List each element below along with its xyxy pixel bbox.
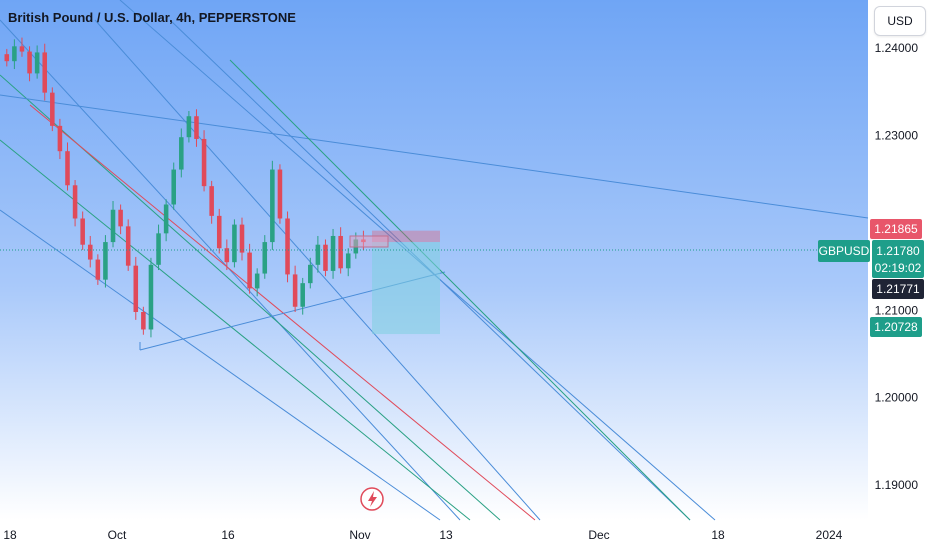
highlight-box[interactable] xyxy=(349,235,389,248)
stop-price-badge: 1.21865 xyxy=(870,219,922,239)
candle-body xyxy=(118,209,123,227)
price-tick-label: 1.23000 xyxy=(875,128,919,142)
candle-body xyxy=(103,242,108,280)
candle-body xyxy=(50,92,55,126)
candle-body xyxy=(216,215,222,249)
candle-body xyxy=(345,253,351,269)
target-price-badge: 1.20728 xyxy=(870,317,922,337)
candle-body xyxy=(308,264,313,284)
last-price-badge: 1.21780 02:19:02 xyxy=(872,240,924,278)
trend-line[interactable] xyxy=(0,139,471,521)
currency-button[interactable]: USD xyxy=(874,6,926,36)
lightning-icon[interactable] xyxy=(360,487,384,511)
candle-body xyxy=(292,274,298,307)
time-tick-label: Dec xyxy=(588,528,609,542)
candle-body xyxy=(270,169,275,243)
candle-body xyxy=(315,244,321,265)
candle-body xyxy=(12,46,17,62)
candle-body xyxy=(42,52,48,93)
candle-body xyxy=(4,54,10,62)
svg-text:1.21771: 1.21771 xyxy=(876,282,920,296)
candle-body xyxy=(72,185,78,219)
candle-body xyxy=(27,51,32,74)
candle-body xyxy=(232,224,237,263)
svg-text:GBPUSD: GBPUSD xyxy=(819,244,870,258)
crosshair-price-badge: 1.21771 xyxy=(872,279,924,299)
trend-line[interactable] xyxy=(229,59,691,521)
time-axis: 18 Oct 16 Nov 13 Dec 18 2024 xyxy=(3,528,842,542)
price-tick-label: 1.19000 xyxy=(875,478,919,492)
candle-body xyxy=(95,259,101,280)
trend-line[interactable] xyxy=(29,104,536,521)
price-tick-label: 1.24000 xyxy=(875,41,919,55)
time-tick-label: Nov xyxy=(349,528,370,542)
candle-body xyxy=(194,116,199,139)
candle-body xyxy=(247,252,252,289)
time-tick-label: 13 xyxy=(439,528,453,542)
time-tick-label: 16 xyxy=(221,528,235,542)
candles-layer xyxy=(4,37,366,338)
candle-body xyxy=(34,52,40,74)
svg-text:1.21780: 1.21780 xyxy=(876,244,920,258)
candle-body xyxy=(338,235,343,269)
candle-body xyxy=(239,224,245,253)
position-target-zone[interactable] xyxy=(372,242,440,335)
candle-body xyxy=(262,242,268,274)
trend-line[interactable] xyxy=(0,94,869,219)
candle-body xyxy=(125,226,131,266)
price-tick-label: 1.20000 xyxy=(875,391,919,405)
candle-body xyxy=(65,151,70,186)
candle-body xyxy=(171,169,176,205)
svg-text:02:19:02: 02:19:02 xyxy=(875,261,922,275)
candle-body xyxy=(19,46,25,52)
position-stop-zone[interactable] xyxy=(372,230,440,243)
candle-body xyxy=(57,125,63,152)
time-tick-label: 18 xyxy=(711,528,725,542)
candle-body xyxy=(330,235,336,271)
time-tick-label: 18 xyxy=(3,528,17,542)
candle-body xyxy=(156,233,161,265)
svg-text:1.21865: 1.21865 xyxy=(874,222,918,236)
candle-body xyxy=(179,137,184,170)
candle-body xyxy=(148,264,154,330)
svg-text:1.20728: 1.20728 xyxy=(874,320,918,334)
symbol-badge: GBPUSD xyxy=(818,240,870,262)
candle-body xyxy=(201,138,207,187)
candle-body xyxy=(110,209,116,243)
candle-body xyxy=(80,218,85,245)
time-scale-area[interactable] xyxy=(0,520,932,550)
candle-body xyxy=(285,218,290,275)
candle-body xyxy=(209,186,214,216)
position-tool-layer xyxy=(349,230,440,335)
price-tick-label: 1.21000 xyxy=(875,303,919,317)
time-tick-label: Oct xyxy=(108,528,127,542)
candle-body xyxy=(224,248,230,263)
candle-body xyxy=(323,244,328,271)
candle-body xyxy=(163,204,169,234)
candle-body xyxy=(87,244,93,260)
trend-line[interactable] xyxy=(0,209,441,521)
candle-body xyxy=(186,116,192,138)
chart-title: British Pound / U.S. Dollar, 4h, PEPPERS… xyxy=(8,10,296,25)
price-axis: 1.24000 1.23000 1.21000 1.20000 1.19000 xyxy=(875,41,919,492)
candle-body xyxy=(277,169,283,219)
candle-body xyxy=(141,312,146,330)
candle-body xyxy=(300,283,305,307)
time-tick-label: 2024 xyxy=(816,528,843,542)
candle-body xyxy=(254,273,260,289)
candle-body xyxy=(133,265,139,312)
